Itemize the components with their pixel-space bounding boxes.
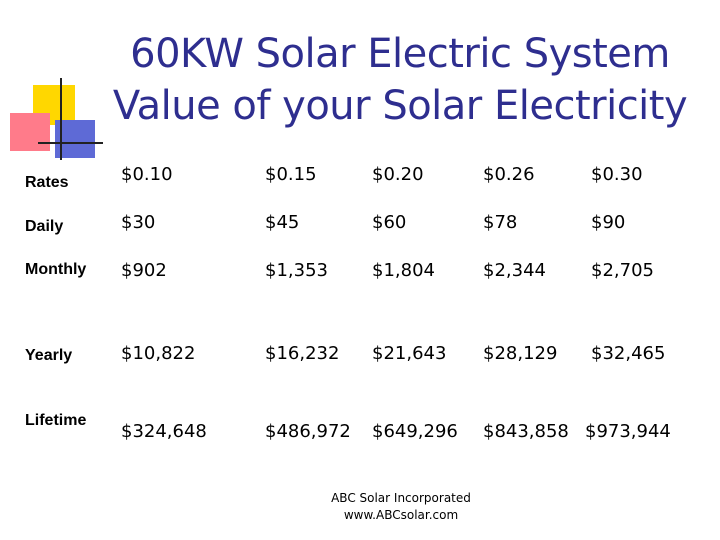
- footer-website: www.ABCsolar.com: [343, 508, 459, 522]
- row-label-rates: Rates: [25, 174, 69, 191]
- table-cell: $486,972: [265, 421, 351, 442]
- title-line-2: Value of your Solar Electricity: [112, 83, 688, 129]
- table-cell: $902: [121, 260, 167, 281]
- logo-red-square: [10, 113, 50, 151]
- table-cell: $0.10: [121, 164, 173, 185]
- table-cell: $973,944: [585, 421, 671, 442]
- table-cell: $0.30: [591, 164, 643, 185]
- table-cell: $90: [591, 212, 626, 233]
- table-cell: $0.15: [265, 164, 317, 185]
- table-cell: $60: [372, 212, 407, 233]
- row-label-yearly: Yearly: [25, 347, 73, 364]
- row-label-daily: Daily: [25, 218, 64, 235]
- table-cell: $649,296: [372, 421, 458, 442]
- logo-vertical-line: [60, 78, 62, 160]
- table-cell: $2,705: [591, 260, 654, 281]
- table-cell: $32,465: [591, 343, 666, 364]
- table-cell: $843,858: [483, 421, 569, 442]
- table-cell: $0.26: [483, 164, 535, 185]
- table-cell: $30: [121, 212, 156, 233]
- table-cell: $28,129: [483, 343, 558, 364]
- table-cell: $10,822: [121, 343, 196, 364]
- footer: ABC Solar Incorporated www.ABCsolar.com: [300, 490, 502, 524]
- title-line-1: 60KW Solar Electric System: [130, 31, 670, 77]
- table-cell: $324,648: [121, 421, 207, 442]
- table-cell: $16,232: [265, 343, 340, 364]
- logo-horizontal-line: [38, 142, 103, 144]
- table-cell: $78: [483, 212, 518, 233]
- row-label-lifetime: Lifetime: [25, 412, 87, 429]
- table-cell: $21,643: [372, 343, 447, 364]
- table-cell: $45: [265, 212, 300, 233]
- row-label-monthly: Monthly: [25, 261, 87, 278]
- decorative-logo: [0, 0, 110, 170]
- footer-company: ABC Solar Incorporated: [331, 491, 471, 505]
- table-cell: $1,804: [372, 260, 435, 281]
- table-cell: $0.20: [372, 164, 424, 185]
- slide-title: 60KW Solar Electric System Value of your…: [100, 28, 700, 132]
- table-cell: $1,353: [265, 260, 328, 281]
- table-cell: $2,344: [483, 260, 546, 281]
